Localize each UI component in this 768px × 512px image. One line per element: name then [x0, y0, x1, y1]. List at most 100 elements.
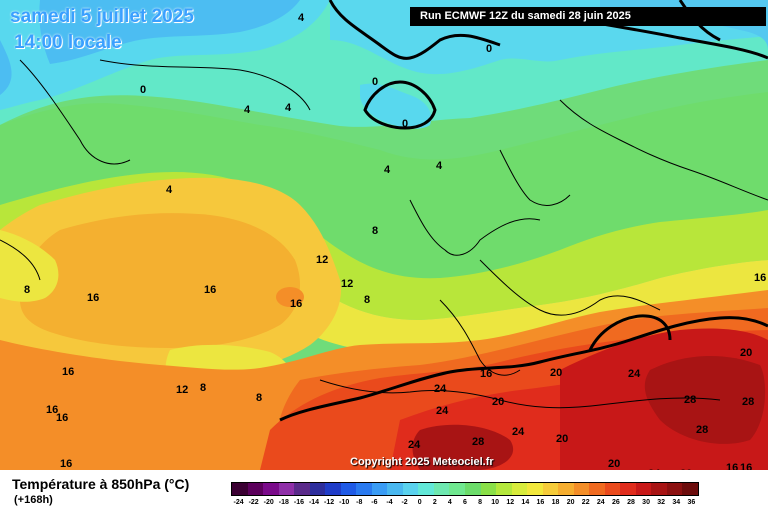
color-scale [231, 482, 699, 496]
scale-tick-label: 14 [521, 499, 530, 506]
contour-value-label: 16 [726, 462, 739, 470]
scale-swatch [418, 483, 434, 495]
scale-tick-label: 34 [672, 499, 681, 506]
contour-value-label: 16 [480, 368, 493, 380]
scale-tick-label: 20 [566, 499, 575, 506]
contour-value-label: 24 [628, 368, 641, 380]
scale-tick-label: -24 [233, 499, 244, 506]
contour-value-label: 4 [166, 184, 173, 196]
contour-value-label: 28 [472, 436, 485, 448]
contour-value-label: 16 [204, 284, 217, 296]
contour-value-label: 0 [486, 43, 493, 55]
scale-tick-label: -12 [324, 499, 335, 506]
scale-swatch [511, 483, 528, 495]
contour-value-label: 28 [742, 396, 755, 408]
scale-swatch [340, 483, 357, 495]
legend-footer: Température à 850hPa (°C) (+168h) -24 -22… [0, 470, 768, 512]
scale-swatch [356, 483, 372, 495]
scale-tick-label: -22 [248, 499, 259, 506]
scale-swatch [232, 483, 248, 495]
contour-value-label: 16 [290, 298, 303, 310]
scale-tick-label: 24 [596, 499, 605, 506]
run-info: Run ECMWF 12Z du samedi 28 juin 2025 [410, 7, 766, 26]
scale-tick-label: 30 [642, 499, 650, 506]
scale-swatch [666, 483, 683, 495]
scale-swatch [635, 483, 652, 495]
scale-tick-label: -20 [263, 499, 274, 506]
forecast-time: 14:00 locale [14, 32, 122, 53]
scale-tick-label: -2 [401, 499, 408, 506]
contour-value-label: 24 [648, 468, 660, 470]
color-scale-labels: -24 -22 -20 -18 -16 -14 -12 -10 -8 -6 -4 -2 0 2 4 6 8 10 1… [231, 499, 699, 509]
scale-tick-label: 32 [657, 499, 666, 506]
scale-swatch [294, 483, 310, 495]
scale-tick-label: 22 [581, 499, 590, 506]
contour-value-label: 12 [316, 254, 329, 266]
contour-value-label: 16 [754, 272, 767, 284]
contour-value-label: 16 [740, 462, 753, 470]
forecast-date: samedi 5 juillet 2025 [10, 6, 194, 27]
contour-value-label: 0 [372, 76, 379, 88]
scale-swatch [573, 483, 590, 495]
scale-swatch [278, 483, 295, 495]
scale-tick-label: -8 [356, 499, 363, 506]
scale-swatch [682, 483, 698, 495]
scale-swatch [542, 483, 559, 495]
contour-value-label: 8 [24, 284, 31, 296]
scale-swatch [325, 483, 341, 495]
scale-tick-label: 0 [417, 499, 422, 506]
contour-value-label: 24 [434, 383, 447, 395]
scale-tick-label: 2 [432, 499, 437, 506]
scale-swatch [371, 483, 388, 495]
scale-swatch [402, 483, 419, 495]
scale-tick-label: 36 [687, 499, 696, 506]
scale-swatch [433, 483, 450, 495]
scale-tick-label: -6 [371, 499, 378, 506]
contour-value-label: 4 [244, 104, 251, 116]
scale-swatch [589, 483, 605, 495]
scale-swatch [558, 483, 574, 495]
copyright-text: Copyright 2025 Meteociel.fr [350, 456, 494, 468]
contour-value-label: 4 [384, 164, 391, 176]
contour-value-label: 28 [684, 394, 697, 406]
scale-tick-label: 8 [478, 499, 482, 506]
contour-value-label: 4 [436, 160, 443, 172]
contour-value-label: 20 [680, 468, 692, 470]
scale-tick-label: 16 [536, 499, 545, 506]
contour-value-label: 24 [512, 426, 525, 438]
scale-swatch [620, 483, 636, 495]
scale-tick-label: -18 [278, 499, 289, 506]
contour-value-label: 16 [62, 366, 75, 378]
scale-tick-label: 28 [627, 499, 635, 506]
scale-swatch [263, 483, 279, 495]
contour-value-label: 8 [256, 392, 263, 404]
scale-swatch [496, 483, 512, 495]
scale-tick-label: -10 [339, 499, 350, 506]
contour-value-label: 8 [372, 225, 379, 237]
scale-tick-label: 6 [463, 499, 467, 506]
scale-swatch [449, 483, 465, 495]
contour-value-label: 16 [56, 412, 69, 424]
scale-tick-label: -14 [308, 499, 320, 506]
scale-swatch [309, 483, 326, 495]
scale-swatch [480, 483, 497, 495]
contour-value-label: 4 [298, 12, 305, 24]
contour-value-label: 0 [402, 118, 409, 130]
scale-tick-label: 4 [447, 499, 452, 506]
contour-value-label: 8 [200, 382, 207, 394]
contour-value-label: 16 [60, 458, 73, 470]
contour-value-label: 12 [176, 384, 189, 396]
contour-value-label: 12 [341, 278, 354, 290]
contour-value-label: 24 [408, 439, 421, 451]
contour-value-label: 20 [740, 347, 753, 359]
contour-value-label: 16 [87, 292, 100, 304]
contour-value-label: 20 [550, 367, 563, 379]
contour-value-label: 20 [608, 458, 621, 470]
scale-swatch [604, 483, 621, 495]
contour-value-label: 24 [436, 405, 449, 417]
contour-value-label: 28 [696, 424, 709, 436]
legend-title: Température à 850hPa (°C) [12, 476, 190, 492]
contour-value-label: 8 [364, 294, 371, 306]
scale-swatch [387, 483, 403, 495]
scale-swatch [527, 483, 543, 495]
